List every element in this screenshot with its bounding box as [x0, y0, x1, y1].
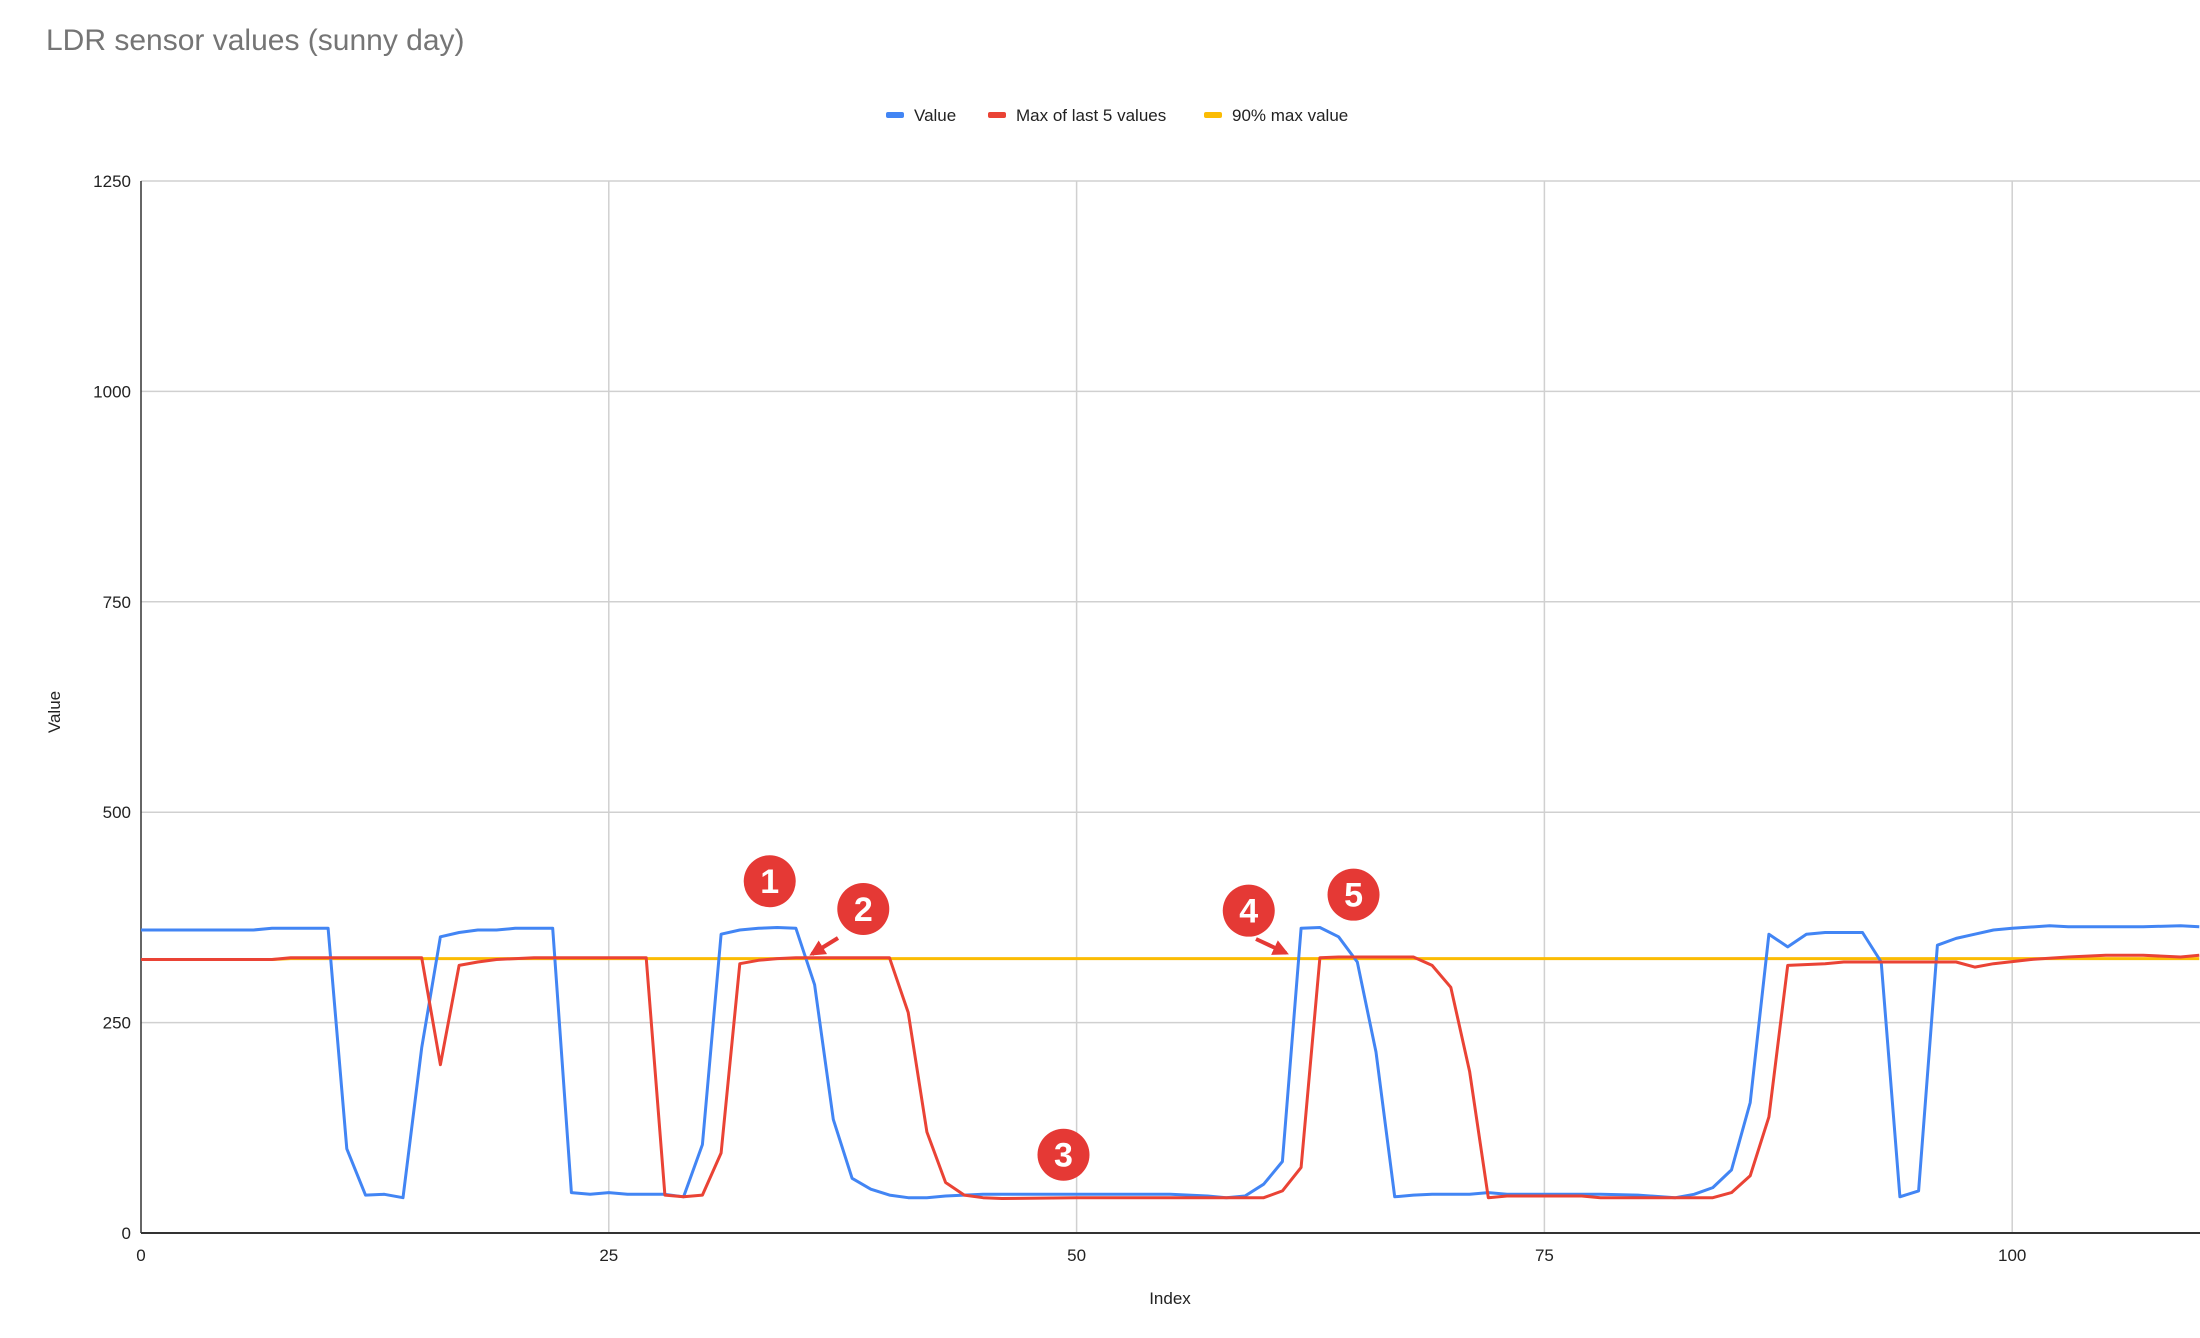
y-axis-title: Value: [45, 691, 64, 733]
annotation-arrow-2: [809, 936, 840, 956]
x-tick-label: 100: [1998, 1246, 2026, 1265]
legend: Value Max of last 5 values 90% max value: [886, 106, 1348, 125]
y-tick-label: 500: [103, 803, 131, 822]
legend-label: Max of last 5 values: [1016, 106, 1166, 125]
legend-item: Max of last 5 values: [988, 106, 1166, 125]
y-tick-label: 750: [103, 593, 131, 612]
x-tick-label: 0: [136, 1246, 145, 1265]
legend-swatch: [988, 112, 1006, 118]
annotation-label: 5: [1344, 877, 1363, 915]
y-tick-label: 1250: [93, 172, 131, 191]
legend-label: 90% max value: [1232, 106, 1348, 125]
annotation-label: 3: [1054, 1137, 1073, 1175]
annotations: 1 2 3 4 5: [743, 855, 1380, 1181]
x-tick-label: 25: [599, 1246, 618, 1265]
annotation-marker-3: 3: [1037, 1128, 1090, 1181]
annotation-circle: [837, 882, 890, 935]
annotation-marker-5: 5: [1327, 868, 1380, 921]
x-tick-label: 50: [1067, 1246, 1086, 1265]
x-tick-label: 75: [1535, 1246, 1554, 1265]
annotation-circle: [1222, 884, 1275, 937]
legend-item: Value: [886, 106, 956, 125]
annotation-circle: [1037, 1128, 1090, 1181]
gridlines: [141, 180, 2200, 1233]
annotation-marker-4: 4: [1222, 884, 1275, 937]
annotation-arrow-4: [1255, 937, 1289, 955]
series-line-90-max-value: [141, 957, 2200, 961]
annotation-marker-2: 2: [837, 882, 890, 935]
y-tick-label: 0: [122, 1224, 131, 1243]
legend-label: Value: [914, 106, 956, 125]
x-axis-title: Index: [1149, 1289, 1191, 1308]
legend-swatch: [1204, 112, 1222, 118]
annotation-label: 1: [760, 863, 779, 901]
y-tick-label: 250: [103, 1014, 131, 1033]
series-line-max-of-last-5-values: [141, 953, 2200, 1200]
legend-swatch: [886, 112, 904, 118]
annotation-label: 2: [854, 891, 873, 929]
annotation-label: 4: [1239, 893, 1258, 931]
series-line-value: [141, 924, 2200, 1200]
series-lines: [141, 924, 2200, 1200]
legend-item: 90% max value: [1204, 106, 1348, 125]
annotation-circle: [1327, 868, 1380, 921]
annotation-circle: [743, 855, 796, 908]
annotation-marker-1: 1: [743, 855, 796, 908]
chart-title: LDR sensor values (sunny day): [46, 24, 465, 57]
y-tick-label: 1000: [93, 382, 131, 401]
